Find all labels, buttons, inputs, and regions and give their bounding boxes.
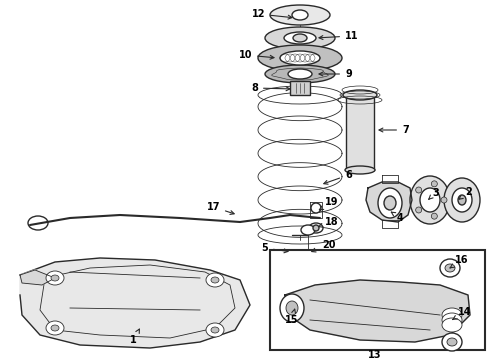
Ellipse shape bbox=[288, 69, 312, 79]
Text: 18: 18 bbox=[319, 217, 339, 227]
Text: 11: 11 bbox=[319, 31, 359, 41]
Polygon shape bbox=[366, 182, 412, 222]
Ellipse shape bbox=[447, 338, 457, 346]
Ellipse shape bbox=[292, 10, 308, 20]
Text: 20: 20 bbox=[312, 240, 336, 252]
Text: 1: 1 bbox=[130, 329, 140, 345]
Polygon shape bbox=[20, 258, 250, 348]
Ellipse shape bbox=[458, 195, 466, 205]
Bar bbox=[346, 95, 374, 170]
Ellipse shape bbox=[442, 318, 462, 332]
Text: 14: 14 bbox=[453, 307, 471, 320]
Ellipse shape bbox=[311, 203, 321, 213]
Ellipse shape bbox=[416, 187, 422, 193]
Bar bbox=[293, 260, 307, 305]
Ellipse shape bbox=[280, 294, 304, 322]
Ellipse shape bbox=[416, 207, 422, 213]
Text: 4: 4 bbox=[392, 212, 404, 223]
Text: 15: 15 bbox=[285, 309, 298, 325]
Text: 7: 7 bbox=[379, 125, 409, 135]
Ellipse shape bbox=[313, 225, 319, 231]
Ellipse shape bbox=[309, 302, 319, 312]
Text: 3: 3 bbox=[429, 188, 439, 199]
Ellipse shape bbox=[442, 333, 462, 351]
Text: 5: 5 bbox=[261, 243, 288, 253]
Ellipse shape bbox=[440, 259, 460, 277]
Ellipse shape bbox=[452, 188, 472, 212]
Ellipse shape bbox=[211, 327, 219, 333]
Ellipse shape bbox=[46, 271, 64, 285]
Ellipse shape bbox=[301, 260, 315, 270]
Text: 17: 17 bbox=[206, 202, 234, 215]
Text: 2: 2 bbox=[459, 187, 472, 199]
Ellipse shape bbox=[431, 181, 438, 187]
Ellipse shape bbox=[345, 166, 375, 174]
Ellipse shape bbox=[206, 323, 224, 337]
Ellipse shape bbox=[431, 213, 438, 219]
Ellipse shape bbox=[51, 275, 59, 281]
Ellipse shape bbox=[442, 308, 462, 322]
Ellipse shape bbox=[444, 178, 480, 222]
Text: 6: 6 bbox=[324, 170, 352, 184]
Text: 10: 10 bbox=[239, 50, 274, 60]
Ellipse shape bbox=[420, 188, 440, 212]
Ellipse shape bbox=[343, 90, 377, 100]
Ellipse shape bbox=[309, 223, 323, 233]
Text: 8: 8 bbox=[251, 83, 290, 93]
Text: 19: 19 bbox=[319, 197, 339, 210]
Text: 13: 13 bbox=[368, 350, 382, 360]
Ellipse shape bbox=[410, 176, 450, 224]
Ellipse shape bbox=[378, 188, 402, 218]
Ellipse shape bbox=[293, 34, 307, 42]
Ellipse shape bbox=[46, 321, 64, 335]
Bar bbox=[270, 250, 485, 350]
Ellipse shape bbox=[442, 313, 462, 327]
Ellipse shape bbox=[441, 197, 447, 203]
Text: 16: 16 bbox=[450, 255, 468, 268]
Ellipse shape bbox=[445, 264, 455, 272]
Bar bbox=[290, 81, 310, 95]
Ellipse shape bbox=[265, 27, 335, 49]
Ellipse shape bbox=[284, 32, 316, 44]
Ellipse shape bbox=[270, 5, 330, 25]
Ellipse shape bbox=[280, 51, 320, 65]
Polygon shape bbox=[20, 270, 55, 285]
Ellipse shape bbox=[301, 225, 315, 235]
Ellipse shape bbox=[281, 302, 291, 312]
Polygon shape bbox=[285, 280, 470, 342]
Ellipse shape bbox=[384, 196, 396, 210]
Ellipse shape bbox=[51, 325, 59, 331]
Ellipse shape bbox=[286, 301, 298, 315]
Ellipse shape bbox=[265, 65, 335, 83]
Ellipse shape bbox=[258, 45, 342, 71]
Ellipse shape bbox=[206, 273, 224, 287]
Text: 9: 9 bbox=[319, 69, 352, 79]
Ellipse shape bbox=[211, 277, 219, 283]
Text: 12: 12 bbox=[251, 9, 292, 19]
